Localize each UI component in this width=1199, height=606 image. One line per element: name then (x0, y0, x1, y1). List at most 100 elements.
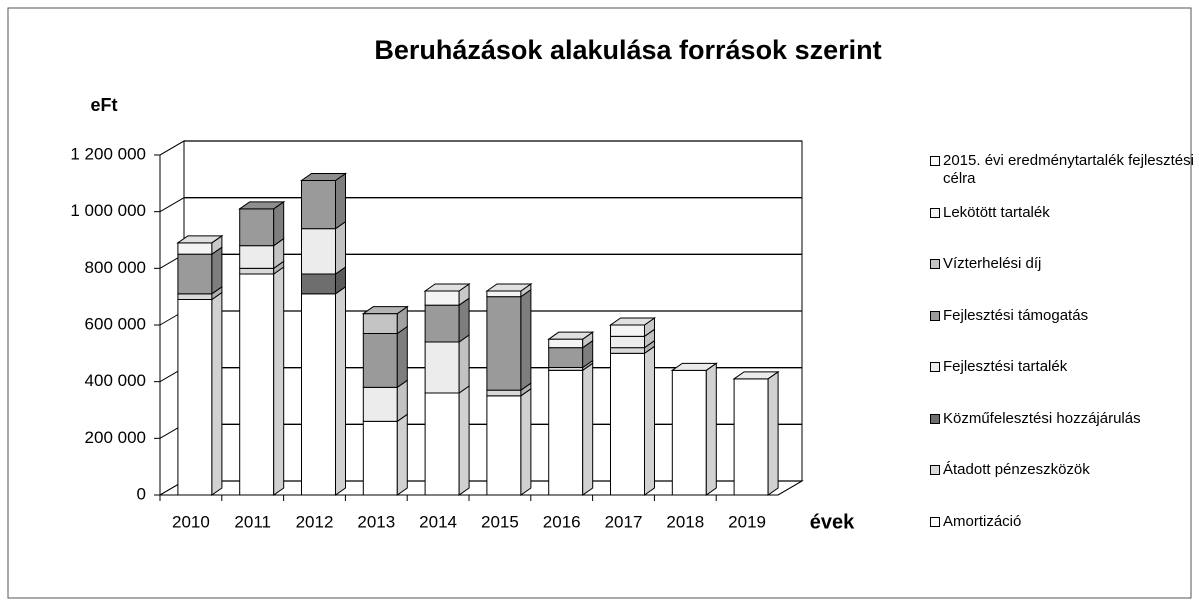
bar-top (485, 283, 533, 292)
y-tick-label: 200 000 (85, 428, 146, 447)
bar-side (273, 200, 285, 247)
legend-swatch (930, 156, 940, 166)
legend-swatch (930, 516, 940, 527)
bar-segment (362, 420, 398, 496)
legend-label: Lekötött tartalék (943, 203, 1050, 221)
bar-segment (610, 347, 645, 354)
bar-segment (239, 273, 275, 496)
legend-entry: Lekötött tartalék (930, 204, 1198, 222)
bar-segment (177, 242, 213, 255)
bar-segment (548, 347, 584, 368)
legend-entry: Közműfelesztési hozzájárulás (930, 410, 1198, 428)
bar-top (361, 306, 409, 315)
bar-side (273, 266, 285, 496)
y-tick-label: 0 (137, 484, 146, 503)
legend-label: Átadott pénzeszközök (943, 461, 1090, 478)
legend-swatch (930, 310, 940, 321)
bar-segment (548, 369, 584, 496)
bar-segment (301, 180, 336, 230)
y-tick-label: 400 000 (85, 371, 146, 390)
legend-label: Amortizáció (943, 512, 1022, 530)
bar-side (211, 291, 223, 496)
bar-segment (610, 335, 645, 349)
bar-segment (301, 293, 336, 496)
bar-top (238, 201, 286, 210)
bar-side (458, 334, 470, 394)
bar-top (423, 283, 471, 292)
x-tick-label: 2013 (357, 512, 395, 531)
y-tick-label: 600 000 (85, 314, 146, 333)
x-tick-label: 2011 (234, 512, 271, 531)
bar-segment (239, 208, 275, 247)
bar-segment (424, 304, 460, 343)
x-axis-end (777, 480, 803, 496)
bar-side (334, 285, 346, 496)
bar-top (670, 362, 718, 371)
bar-segment (177, 253, 213, 295)
legend-label: Vízterhelési díj (943, 255, 1042, 272)
legend-label: Közműfelesztési hozzájárulás (943, 409, 1141, 427)
x-tick-label: 2010 (172, 512, 210, 531)
bar-side (334, 220, 346, 275)
x-axis-label: évek (810, 511, 855, 533)
bar-side (396, 325, 408, 389)
legend-label: Fejlesztési tartalék (943, 358, 1068, 375)
bar-side (396, 413, 408, 496)
bar-segment (486, 296, 522, 391)
legend-entry: Fejlesztési támogatás (930, 307, 1198, 325)
bar-top (732, 371, 780, 380)
bar-segment (610, 352, 645, 496)
legend-swatch (930, 259, 940, 269)
legend-entry: Átadott pénzeszközök (930, 461, 1198, 479)
bar-side (520, 387, 532, 496)
y-axis-label: eFt (91, 95, 118, 115)
bar-segment (424, 392, 460, 496)
legend-swatch (930, 362, 940, 372)
x-tick-label: 2017 (605, 512, 643, 531)
grid-line (159, 197, 185, 213)
bar-side (643, 345, 655, 496)
bar-segment (671, 369, 707, 496)
legend-swatch (930, 207, 940, 218)
legend-entry: Amortizáció (930, 513, 1198, 531)
bar-segment (486, 290, 522, 298)
chart-title: Beruházások alakulása források szerint (374, 35, 881, 65)
y-tick-label: 1 000 000 (70, 201, 146, 220)
bar-top (608, 317, 657, 326)
x-tick-label: 2015 (481, 512, 519, 531)
bar-side (520, 288, 532, 392)
bar-segment (362, 313, 398, 334)
x-tick-label: 2014 (419, 512, 457, 531)
y-tick-label: 800 000 (85, 258, 146, 277)
bar-segment (362, 333, 398, 388)
bar-side (334, 172, 346, 230)
bar-segment (424, 341, 460, 394)
bar-segment (239, 267, 275, 275)
legend-label: Fejlesztési támogatás (943, 306, 1089, 324)
bar-segment (362, 386, 398, 422)
legend-swatch (930, 413, 940, 424)
bar-segment (486, 395, 522, 496)
bar-top (176, 235, 224, 244)
bar-side (458, 297, 470, 343)
bar-side (705, 362, 717, 496)
bar-segment (733, 378, 769, 496)
bar-side (767, 370, 779, 496)
x-tick-label: 2016 (543, 512, 581, 531)
legend-label: 2015. évi eredménytartalék fejlesztési c… (943, 152, 1194, 187)
x-tick-label: 2012 (296, 512, 334, 531)
y-tick-label: 1 200 000 (70, 144, 146, 163)
bar-segment (301, 228, 336, 275)
x-tick-label: 2018 (666, 512, 704, 531)
legend-entry: Fejlesztési tartalék (930, 358, 1198, 376)
frame (7, 7, 1192, 599)
legend-swatch (930, 465, 940, 475)
bar-top (547, 331, 595, 340)
legend-entry: 2015. évi eredménytartalék fejlesztési c… (930, 152, 1198, 188)
bar-side (458, 385, 470, 496)
bar-top (299, 173, 348, 181)
grid-line (159, 140, 185, 156)
legend-entry: Vízterhelési díj (930, 255, 1198, 273)
